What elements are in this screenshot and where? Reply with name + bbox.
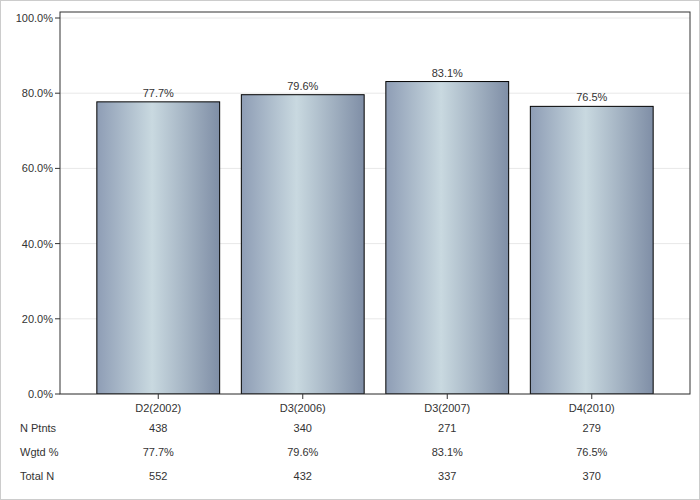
x-tick-label: D4(2010) (569, 402, 615, 414)
table-row-label: Wgtd % (20, 446, 59, 458)
table-cell: 83.1% (432, 446, 463, 458)
table-cell: 279 (583, 422, 601, 434)
y-tick (55, 243, 60, 244)
table-cell: 438 (149, 422, 167, 434)
plot-frame (60, 12, 690, 394)
x-tick-label: D2(2002) (135, 402, 181, 414)
table-cell: 337 (438, 470, 456, 482)
outer-border (1, 1, 700, 500)
bars (97, 82, 653, 394)
y-tick (55, 18, 60, 19)
data-label: 77.7% (143, 87, 174, 99)
table-row-label: N Ptnts (20, 422, 57, 434)
y-tick-label: 20.0% (22, 313, 53, 325)
x-tick (591, 394, 592, 399)
table-cell: 340 (294, 422, 312, 434)
data-label: 79.6% (287, 80, 318, 92)
y-tick-label: 0.0% (28, 388, 53, 400)
grid-line (60, 18, 690, 19)
bar (97, 102, 220, 394)
table-cell: 271 (438, 422, 456, 434)
table-cell: 77.7% (143, 446, 174, 458)
table-cell: 432 (294, 470, 312, 482)
data-label: 83.1% (432, 67, 463, 79)
bar (386, 82, 509, 394)
data-label: 76.5% (576, 91, 607, 103)
bar (241, 95, 364, 394)
y-tick (55, 318, 60, 319)
x-tick (447, 394, 448, 399)
y-tick-label: 80.0% (22, 87, 53, 99)
table-cell: 552 (149, 470, 167, 482)
y-tick (55, 168, 60, 169)
table-cell: 370 (583, 470, 601, 482)
x-tick (158, 394, 159, 399)
x-tick (302, 394, 303, 399)
x-tick-label: D3(2007) (424, 402, 470, 414)
y-tick-label: 100.0% (16, 12, 54, 24)
table-cell: 79.6% (287, 446, 318, 458)
x-tick-label: D3(2006) (280, 402, 326, 414)
y-tick (55, 394, 60, 395)
y-tick-label: 60.0% (22, 162, 53, 174)
bar (530, 106, 653, 394)
y-tick-label: 40.0% (22, 238, 53, 250)
table-row-label: Total N (20, 470, 54, 482)
chart: 0.0% 20.0% 40.0% 60.0% 80.0% 100.0% 77.7% 79.6%… (0, 0, 700, 500)
table-cell: 76.5% (576, 446, 607, 458)
y-tick (55, 93, 60, 94)
